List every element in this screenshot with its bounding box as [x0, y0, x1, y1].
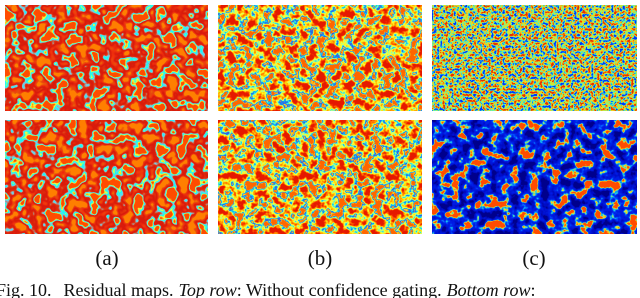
panel-label: (c): [522, 246, 545, 270]
residual-map: [218, 120, 422, 234]
residual-map: [5, 5, 208, 111]
residual-map: [218, 5, 422, 111]
caption: Fig. 10. Residual maps. Top row: Without c…: [0, 280, 535, 298]
panel-label: (a): [95, 246, 118, 270]
caption-bottom-label: Bottom row: [447, 280, 531, 298]
caption-top-label: Top row: [179, 280, 237, 298]
caption-bottom-text: :: [530, 280, 535, 298]
residual-map: [432, 5, 637, 111]
caption-title: Residual maps.: [64, 280, 174, 298]
panel-label: (b): [308, 246, 333, 270]
caption-number: Fig. 10.: [0, 280, 52, 298]
residual-map: [432, 120, 637, 234]
residual-map: [5, 120, 208, 234]
caption-top-text: : Without confidence gating.: [237, 280, 442, 298]
